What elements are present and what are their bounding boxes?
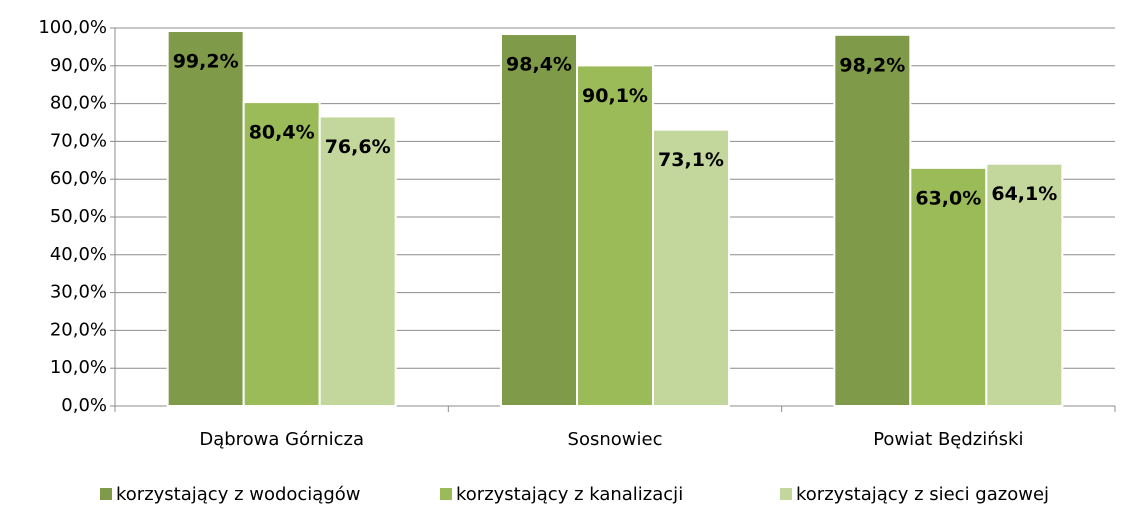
y-tick-label: 90,0% [50,55,107,76]
value-label: 73,1% [658,149,724,171]
y-tick-label: 70,0% [50,130,107,151]
y-tick-label: 40,0% [50,244,107,265]
bar [166,30,245,408]
x-tick-label: Dąbrowa Górnicza [199,429,364,450]
legend-swatch [100,488,112,500]
value-label: 98,2% [839,54,905,76]
value-label: 98,4% [506,54,572,76]
legend-label: korzystający z sieci gazowej [796,484,1049,505]
x-tick-label: Powiat Będziński [873,429,1023,450]
bar [909,166,988,407]
legend-label: korzystający z kanalizacji [456,484,683,505]
bar [985,162,1064,407]
y-tick-label: 10,0% [50,357,107,378]
value-label: 76,6% [325,136,391,158]
y-tick-label: 100,0% [38,17,107,38]
legend-label: korzystający z wodociągów [116,484,361,505]
y-tick-label: 50,0% [50,206,107,227]
bar [833,33,912,408]
y-tick-label: 0,0% [61,395,107,416]
value-label: 99,2% [173,51,239,73]
bar [500,33,578,407]
bar [318,115,397,408]
bar [242,101,321,407]
value-label: 90,1% [582,85,648,107]
x-tick-label: Sosnowiec [568,429,663,450]
bar [652,128,730,407]
y-tick-label: 80,0% [50,93,107,114]
value-label: 64,1% [991,183,1057,205]
y-tick-label: 30,0% [50,282,107,303]
value-label: 63,0% [915,187,981,209]
bar [576,64,654,407]
value-label: 80,4% [249,122,315,144]
y-tick-label: 60,0% [50,168,107,189]
legend-swatch [780,488,792,500]
legend-swatch [440,488,452,500]
y-tick-label: 20,0% [50,319,107,340]
